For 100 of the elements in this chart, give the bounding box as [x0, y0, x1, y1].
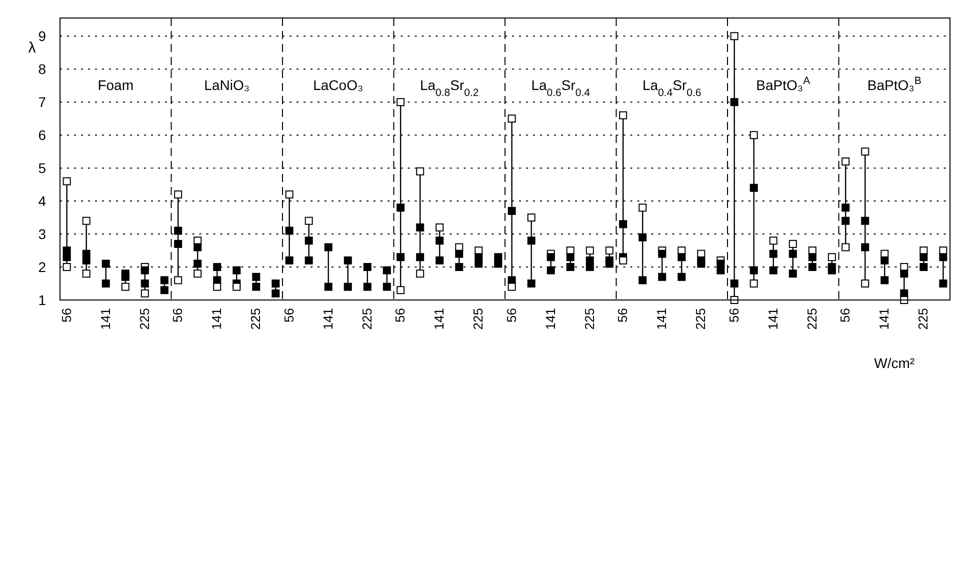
point: [842, 216, 850, 225]
y-tick-label: 3: [38, 226, 46, 242]
point: [285, 226, 294, 235]
point: [174, 190, 182, 198]
point: [272, 280, 280, 288]
point: [769, 266, 778, 274]
point: [678, 253, 686, 262]
point: [900, 270, 908, 278]
point: [730, 98, 738, 106]
point: [174, 276, 182, 284]
point: [842, 157, 850, 166]
point: [455, 250, 464, 258]
point: [880, 256, 889, 264]
point: [546, 253, 555, 262]
point: [363, 263, 372, 272]
point: [324, 282, 332, 291]
x-tick-label: 56: [281, 308, 296, 322]
point: [174, 226, 182, 235]
x-tick-label: 56: [392, 308, 408, 322]
point: [102, 280, 110, 288]
point: [730, 32, 738, 40]
point: [750, 184, 758, 192]
point: [140, 289, 149, 298]
point: [194, 260, 202, 268]
x-tick-label: 225: [693, 308, 708, 330]
point: [213, 263, 222, 272]
y-tick-label: 7: [38, 94, 46, 110]
point: [861, 216, 870, 225]
point: [750, 266, 758, 274]
point: [638, 276, 647, 284]
point: [232, 282, 241, 291]
point: [252, 282, 260, 291]
point: [619, 256, 628, 264]
point: [861, 280, 870, 288]
x-tick-label: 225: [804, 308, 820, 330]
y-tick-label: 4: [38, 193, 46, 210]
y-tick-label: 8: [38, 61, 46, 78]
point: [605, 260, 614, 268]
point: [769, 250, 778, 258]
point: [252, 272, 260, 281]
point: [619, 111, 628, 120]
point: [861, 243, 870, 252]
point: [62, 177, 71, 186]
point: [527, 280, 536, 288]
x-tick-label: 225: [470, 308, 486, 330]
point: [82, 216, 90, 225]
point: [232, 266, 241, 274]
y-tick-label: 1: [38, 292, 46, 308]
point: [508, 206, 516, 215]
point: [527, 236, 536, 245]
point: [436, 236, 444, 245]
point: [363, 282, 372, 291]
point: [586, 263, 594, 272]
point: [396, 253, 405, 262]
point: [788, 240, 797, 248]
text: La$_{0.6}$Sr$_{0.4}$: [531, 77, 590, 99]
point: [769, 236, 778, 245]
text: La$_{0.4}$Sr$_{0.6}$: [642, 77, 702, 99]
point: [396, 204, 405, 212]
point: [678, 272, 686, 281]
point: [436, 223, 444, 232]
point: [697, 260, 706, 268]
point: [416, 167, 424, 176]
point: [304, 216, 313, 225]
x-tick-label: 141: [876, 308, 892, 330]
point: [140, 280, 149, 288]
text: Foam: [98, 77, 134, 93]
x-axis-title: W/cm²: [874, 355, 915, 371]
y-tick-label: 2: [38, 259, 46, 276]
point: [586, 246, 594, 255]
point: [62, 253, 71, 262]
point: [939, 253, 948, 262]
point: [382, 266, 391, 274]
point: [416, 270, 424, 278]
point: [828, 253, 836, 262]
x-tick-label: 56: [58, 308, 74, 322]
x-tick-label: 141: [432, 308, 447, 330]
point: [285, 256, 294, 264]
point: [160, 276, 168, 284]
point: [842, 204, 850, 212]
point: [861, 148, 870, 156]
point: [546, 266, 555, 274]
point: [788, 270, 797, 278]
point: [494, 260, 502, 268]
text: LaNiO₃: [204, 77, 250, 93]
point: [194, 243, 202, 252]
y-tick-label: 6: [38, 127, 46, 144]
point: [920, 253, 928, 262]
point: [605, 246, 614, 255]
point: [508, 114, 516, 123]
point: [304, 256, 313, 264]
point: [285, 190, 294, 198]
point: [474, 260, 483, 268]
point: [324, 243, 332, 252]
point: [382, 282, 391, 291]
x-tick-label: 225: [582, 308, 597, 330]
x-tick-label: 225: [359, 308, 374, 330]
x-tick-label: 141: [98, 308, 113, 330]
point: [213, 282, 222, 291]
point: [808, 253, 816, 262]
